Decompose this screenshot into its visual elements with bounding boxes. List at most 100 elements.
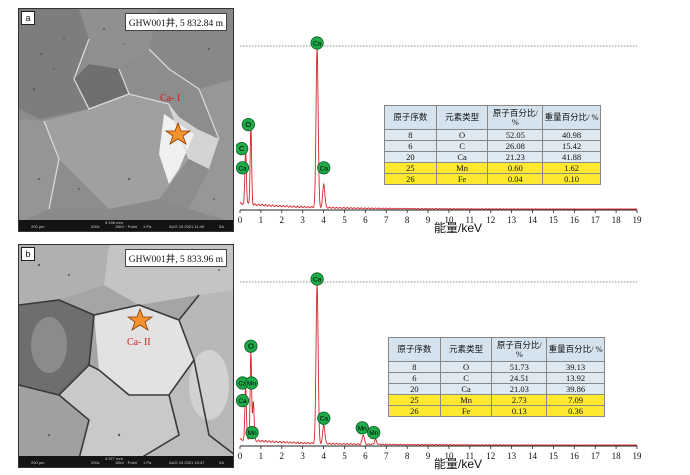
x-tick-label: 1 — [259, 451, 264, 461]
x-tick-label: 1 — [259, 215, 264, 225]
sem-image-b: b GHW001井, 5 833.96 m Ca- II 200 µm 200x… — [18, 244, 234, 468]
peak-marker — [317, 411, 331, 425]
table-row: 26 Fe 0.13 0.36 — [388, 405, 605, 417]
sem-mag-b: 200x — [91, 460, 100, 465]
peak-label: Ca — [310, 272, 324, 286]
peak-marker — [244, 376, 259, 390]
peak-element-text: Mn — [358, 425, 367, 432]
figure-panel-b: b GHW001井, 5 833.96 m Ca- II 200 µm 200x… — [0, 241, 690, 473]
table-row: 20 Ca 21.03 39.86 — [388, 383, 605, 395]
peak-marker — [236, 394, 250, 408]
col-header-element: 元素类型 — [435, 105, 489, 130]
peak-marker — [317, 161, 331, 175]
peak-marker — [241, 118, 255, 132]
peak-element-text: Ca — [238, 381, 247, 388]
table-row: 8 O 52.05 40.98 — [384, 129, 601, 141]
table-row: 25 Mn 0.60 1.62 — [384, 162, 601, 174]
col-header-weight-pct: 重量百分比/ % — [546, 337, 605, 362]
peak-element-text: Mn — [248, 430, 257, 437]
x-tick-label: 12 — [486, 215, 495, 225]
peak-element-text: O — [245, 120, 251, 129]
peak-element-text: O — [248, 342, 254, 351]
peak-element-text: Ca — [238, 398, 247, 405]
peak-label: Mn — [245, 426, 259, 440]
x-tick-label: 3 — [300, 215, 305, 225]
x-tick-label: 3 — [300, 451, 305, 461]
x-tick-label: 6 — [363, 215, 368, 225]
sem-det-b: 0A — [219, 460, 224, 465]
peak-element-text: Ca — [313, 277, 322, 284]
peak-element-text: Ca — [320, 416, 329, 423]
peak-marker — [355, 421, 369, 435]
peak-label: O — [244, 339, 258, 353]
x-tick-label: 9 — [426, 215, 431, 225]
x-tick-label: 16 — [570, 215, 580, 225]
peak-label: O — [241, 118, 255, 132]
sem-scale-a: 200 µm — [31, 224, 45, 229]
star-marker-b — [126, 307, 154, 331]
peak-label: Ca — [236, 161, 250, 175]
x-tick-label: 5 — [342, 215, 347, 225]
x-tick-label: 10 — [444, 451, 454, 461]
x-tick-label: 0 — [238, 215, 243, 225]
x-tick-label: 7 — [384, 215, 389, 225]
eds-table-b: 原子序数 元素类型 原子百分比/ % 重量百分比/ % 8 O 51.73 39.13… — [388, 337, 605, 417]
x-tick-label: 12 — [486, 451, 495, 461]
spectrum-line — [239, 47, 638, 210]
table-row: 20 Ca 21.23 41.88 — [384, 151, 601, 163]
figure-panel-a: a GHW001井, 5 832.84 m Ca- I 200 µm 200x … — [0, 5, 690, 237]
panel-label-b: b — [21, 247, 35, 261]
sem-footer-a: 200 µm 200x 15kV · Point 5.196 mm 1 Pa A… — [19, 220, 233, 231]
sem-wd-b: 4.977 mm — [105, 456, 123, 461]
table-row: 6 C 24.51 13.92 — [388, 372, 605, 384]
table-row: 25 Mn 2.73 7.09 — [388, 394, 605, 406]
x-tick-label: 10 — [444, 215, 454, 225]
x-tick-label: 17 — [591, 451, 601, 461]
x-tick-label: 14 — [528, 451, 538, 461]
peak-element-text: Mn — [247, 381, 256, 388]
peak-label: Ca — [317, 161, 331, 175]
well-depth-label-b: GHW001井, 5 833.96 m — [124, 249, 227, 267]
sem-date-a: AUG 15 2021 11:49 — [169, 224, 205, 229]
peak-label: Ca — [310, 36, 324, 50]
peak-label: Mn — [355, 421, 369, 435]
x-tick-label: 2 — [280, 215, 285, 225]
peak-element-text: Ca — [313, 41, 322, 48]
peak-label: Mn — [244, 376, 259, 390]
x-tick-label: 4 — [321, 451, 326, 461]
sem-micrograph-a — [19, 9, 233, 231]
peak-element-text: Ca — [320, 165, 329, 172]
sem-pressure-b: 1 Pa — [143, 460, 152, 465]
peak-label: Ca — [236, 394, 250, 408]
x-tick-label: 5 — [342, 451, 347, 461]
col-header-atomic-pct: 原子百分比/ % — [487, 105, 544, 130]
x-tick-label: 13 — [507, 451, 517, 461]
sem-micrograph-b — [19, 245, 233, 467]
peak-element-text: C — [239, 144, 245, 153]
peak-marker — [310, 36, 324, 50]
sem-det-a: 0A — [219, 224, 224, 229]
peak-element-text: Ca — [238, 165, 247, 172]
peak-marker — [236, 142, 249, 156]
marker-label-b: Ca- II — [127, 337, 151, 348]
peak-marker — [245, 426, 259, 440]
table-row: 8 O 51.73 39.13 — [388, 361, 605, 373]
sem-mag-a: 200x — [91, 224, 100, 229]
eds-spectrum-a: 0 1 2 3 4 5 6 7 8 9 10 11 12 13 14 15 16 17 18 19 C O Ca Ca Ca 能… — [236, 5, 686, 237]
peak-label: C — [236, 142, 249, 156]
x-tick-label: 8 — [405, 215, 410, 225]
sem-wd-a: 5.196 mm — [105, 220, 123, 225]
x-tick-label: 7 — [384, 451, 389, 461]
sem-scale-b: 200 µm — [31, 460, 45, 465]
x-tick-label: 4 — [321, 215, 326, 225]
peak-marker — [367, 426, 381, 440]
sem-date-b: AUG 15 2021 10:47 — [169, 460, 205, 465]
table-row: 26 Fe 0.04 0.10 — [384, 173, 601, 185]
x-tick-label: 15 — [549, 451, 559, 461]
col-header-atomic-number: 原子序数 — [388, 337, 441, 362]
marker-label-a: Ca- I — [160, 93, 181, 104]
x-tick-label: 0 — [238, 451, 243, 461]
peak-marker — [244, 339, 258, 353]
x-tick-label: 2 — [280, 451, 285, 461]
